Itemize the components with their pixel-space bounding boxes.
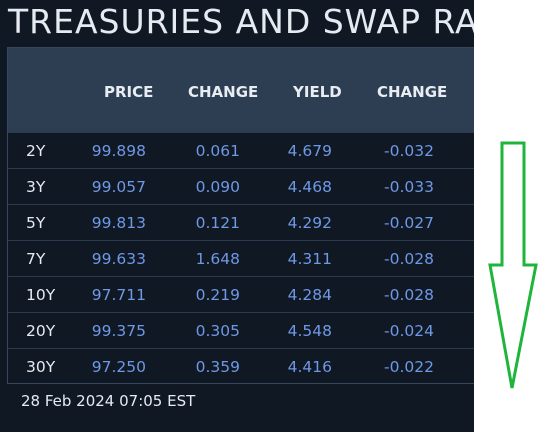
yield-value: 4.416 (287, 358, 332, 376)
table-row: 2Y 99.898 0.061 4.679 -0.032 (8, 132, 474, 168)
yield-change-value: -0.032 (384, 142, 434, 160)
price-value: 99.813 (91, 214, 146, 232)
yield-change-value: -0.028 (384, 286, 434, 304)
yield-change-value: -0.027 (384, 214, 434, 232)
yield-value: 4.548 (287, 322, 332, 340)
yield-value: 4.679 (287, 142, 332, 160)
price-value: 99.057 (91, 178, 146, 196)
header-yield: YIELD (293, 83, 342, 101)
table-row: 7Y 99.633 1.648 4.311 -0.028 (8, 240, 474, 276)
table-row: 30Y 97.250 0.359 4.416 -0.022 (8, 348, 474, 384)
yield-value: 4.284 (287, 286, 332, 304)
price-change-value: 0.305 (195, 322, 240, 340)
rates-panel: TREASURIES AND SWAP RATES PRICE CHANGE Y… (0, 0, 474, 432)
down-arrow-icon (488, 141, 538, 389)
price-change-value: 0.090 (195, 178, 240, 196)
price-value: 97.711 (91, 286, 146, 304)
tenor-label: 2Y (26, 142, 46, 160)
yield-value: 4.311 (287, 250, 332, 268)
tenor-label: 30Y (26, 358, 56, 376)
price-change-value: 0.121 (195, 214, 240, 232)
tenor-label: 10Y (26, 286, 56, 304)
table-row: 10Y 97.711 0.219 4.284 -0.028 (8, 276, 474, 312)
tenor-label: 7Y (26, 250, 46, 268)
yield-change-value: -0.022 (384, 358, 434, 376)
table-row: 20Y 99.375 0.305 4.548 -0.024 (8, 312, 474, 348)
tenor-label: 5Y (26, 214, 46, 232)
price-value: 99.898 (91, 142, 146, 160)
header-yield-change: CHANGE (377, 83, 448, 101)
yield-change-value: -0.028 (384, 250, 434, 268)
table-header: PRICE CHANGE YIELD CHANGE (8, 48, 474, 132)
table-row: 3Y 99.057 0.090 4.468 -0.033 (8, 168, 474, 204)
timestamp: 28 Feb 2024 07:05 EST (21, 392, 196, 410)
yield-value: 4.292 (287, 214, 332, 232)
price-change-value: 0.219 (195, 286, 240, 304)
price-value: 99.633 (91, 250, 146, 268)
page-title: TREASURIES AND SWAP RATES (8, 2, 474, 41)
tenor-label: 3Y (26, 178, 46, 196)
tenor-label: 20Y (26, 322, 56, 340)
yield-value: 4.468 (287, 178, 332, 196)
yield-change-value: -0.033 (384, 178, 434, 196)
table-row: 5Y 99.813 0.121 4.292 -0.027 (8, 204, 474, 240)
price-value: 99.375 (91, 322, 146, 340)
price-change-value: 0.359 (195, 358, 240, 376)
header-price: PRICE (104, 83, 154, 101)
price-change-value: 1.648 (195, 250, 240, 268)
rates-table: PRICE CHANGE YIELD CHANGE 2Y 99.898 0.06… (7, 47, 474, 384)
price-value: 97.250 (91, 358, 146, 376)
yield-change-value: -0.024 (384, 322, 434, 340)
price-change-value: 0.061 (195, 142, 240, 160)
header-change: CHANGE (188, 83, 259, 101)
